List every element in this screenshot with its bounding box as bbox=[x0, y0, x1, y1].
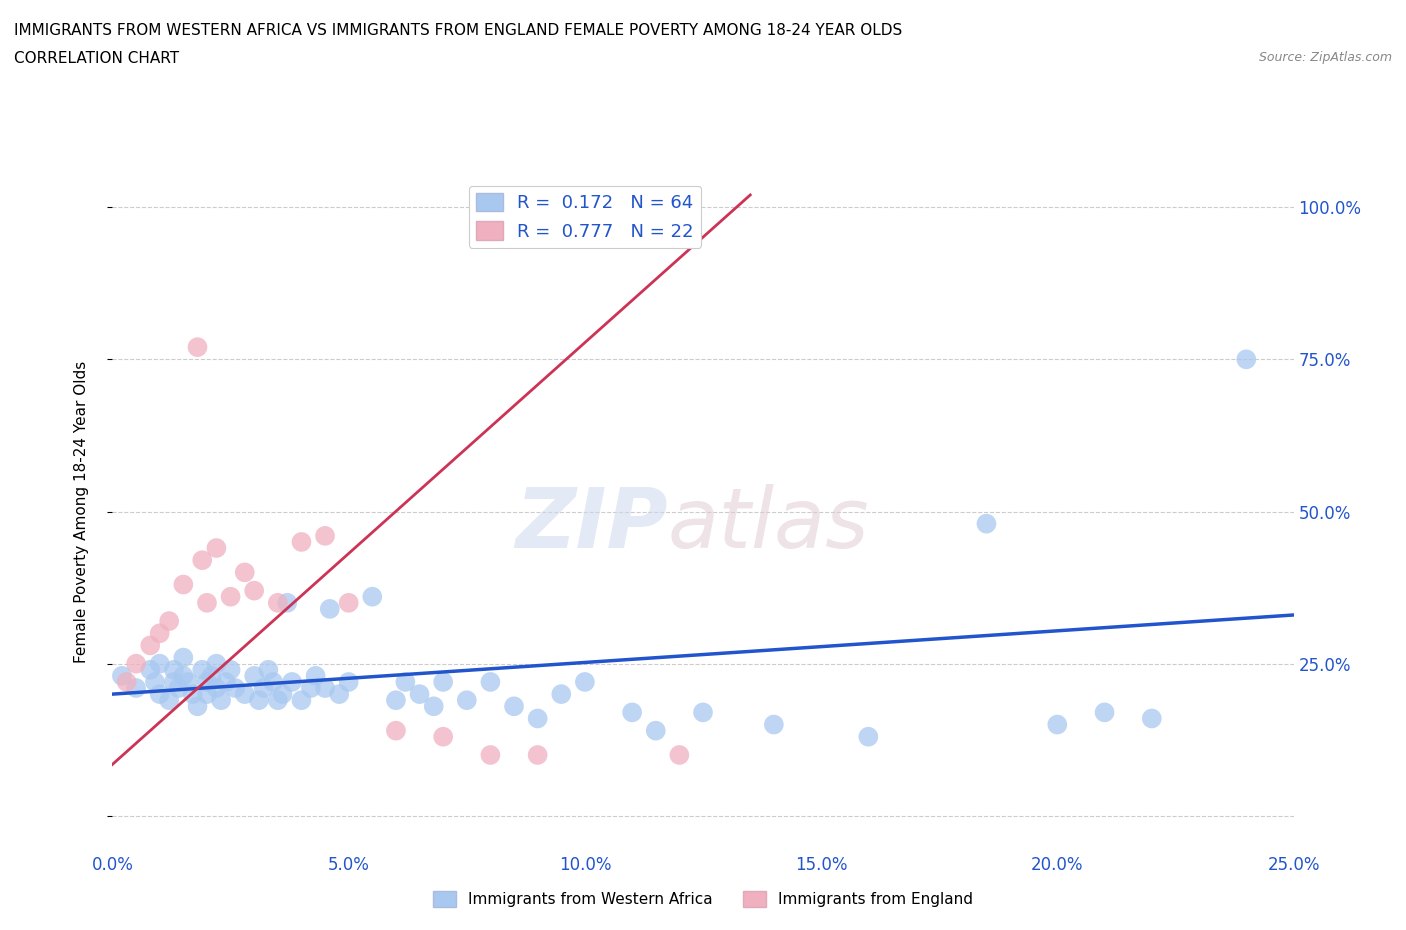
Point bbox=[319, 602, 342, 617]
Point bbox=[139, 638, 162, 653]
Text: atlas: atlas bbox=[668, 485, 869, 565]
Point bbox=[262, 674, 284, 689]
Point bbox=[157, 693, 180, 708]
Point bbox=[163, 662, 186, 677]
Point bbox=[408, 686, 430, 701]
Point bbox=[574, 674, 596, 689]
Point bbox=[195, 674, 218, 689]
Point bbox=[191, 552, 214, 567]
Point bbox=[149, 686, 172, 701]
Point bbox=[115, 674, 138, 689]
Point bbox=[205, 681, 228, 696]
Point bbox=[186, 339, 208, 354]
Point bbox=[177, 674, 200, 689]
Point bbox=[209, 693, 232, 708]
Point bbox=[526, 748, 548, 763]
Point bbox=[385, 724, 408, 738]
Point bbox=[267, 595, 290, 610]
Point bbox=[432, 674, 454, 689]
Point bbox=[1234, 352, 1257, 366]
Point bbox=[201, 669, 224, 684]
Point bbox=[247, 693, 270, 708]
Point bbox=[267, 693, 290, 708]
Point bbox=[125, 657, 148, 671]
Point bbox=[526, 711, 548, 726]
Point bbox=[219, 590, 242, 604]
Point bbox=[550, 686, 572, 701]
Text: ZIP: ZIP bbox=[515, 485, 668, 565]
Point bbox=[257, 662, 280, 677]
Point bbox=[224, 681, 246, 696]
Point bbox=[692, 705, 714, 720]
Point bbox=[1094, 705, 1116, 720]
Point bbox=[253, 681, 276, 696]
Point bbox=[422, 698, 444, 713]
Legend: Immigrants from Western Africa, Immigrants from England: Immigrants from Western Africa, Immigran… bbox=[426, 884, 980, 913]
Point bbox=[195, 595, 218, 610]
Point bbox=[163, 674, 186, 689]
Point bbox=[195, 686, 218, 701]
Point bbox=[299, 681, 322, 696]
Point bbox=[976, 516, 998, 531]
Point bbox=[243, 669, 266, 684]
Point bbox=[181, 686, 204, 701]
Point bbox=[479, 674, 502, 689]
Point bbox=[205, 657, 228, 671]
Point bbox=[233, 565, 256, 579]
Point bbox=[172, 578, 194, 592]
Point bbox=[157, 614, 180, 629]
Point bbox=[233, 686, 256, 701]
Point bbox=[191, 662, 214, 677]
Point bbox=[337, 674, 360, 689]
Point bbox=[143, 674, 166, 689]
Point bbox=[479, 748, 502, 763]
Text: Source: ZipAtlas.com: Source: ZipAtlas.com bbox=[1258, 51, 1392, 64]
Point bbox=[503, 698, 526, 713]
Point bbox=[271, 686, 294, 701]
Point bbox=[328, 686, 350, 701]
Point bbox=[858, 729, 880, 744]
Point bbox=[172, 669, 194, 684]
Point bbox=[172, 650, 194, 665]
Point bbox=[139, 662, 162, 677]
Point bbox=[456, 693, 478, 708]
Text: CORRELATION CHART: CORRELATION CHART bbox=[14, 51, 179, 66]
Point bbox=[167, 681, 190, 696]
Y-axis label: Female Poverty Among 18-24 Year Olds: Female Poverty Among 18-24 Year Olds bbox=[75, 361, 89, 663]
Point bbox=[1046, 717, 1069, 732]
Point bbox=[186, 698, 208, 713]
Point bbox=[385, 693, 408, 708]
Point bbox=[276, 595, 298, 610]
Point bbox=[290, 693, 312, 708]
Point bbox=[149, 626, 172, 641]
Point bbox=[314, 681, 336, 696]
Point bbox=[394, 674, 416, 689]
Point bbox=[361, 590, 384, 604]
Point bbox=[219, 662, 242, 677]
Point bbox=[205, 540, 228, 555]
Point bbox=[644, 724, 666, 738]
Point bbox=[290, 535, 312, 550]
Point bbox=[125, 681, 148, 696]
Point bbox=[304, 669, 326, 684]
Point bbox=[215, 674, 238, 689]
Point bbox=[281, 674, 304, 689]
Text: IMMIGRANTS FROM WESTERN AFRICA VS IMMIGRANTS FROM ENGLAND FEMALE POVERTY AMONG 1: IMMIGRANTS FROM WESTERN AFRICA VS IMMIGR… bbox=[14, 23, 903, 38]
Point bbox=[337, 595, 360, 610]
Point bbox=[314, 528, 336, 543]
Point bbox=[668, 748, 690, 763]
Point bbox=[432, 729, 454, 744]
Point bbox=[149, 657, 172, 671]
Point bbox=[621, 705, 644, 720]
Point bbox=[762, 717, 785, 732]
Point bbox=[111, 669, 134, 684]
Point bbox=[243, 583, 266, 598]
Legend: R =  0.172   N = 64, R =  0.777   N = 22: R = 0.172 N = 64, R = 0.777 N = 22 bbox=[468, 186, 702, 248]
Point bbox=[1140, 711, 1163, 726]
